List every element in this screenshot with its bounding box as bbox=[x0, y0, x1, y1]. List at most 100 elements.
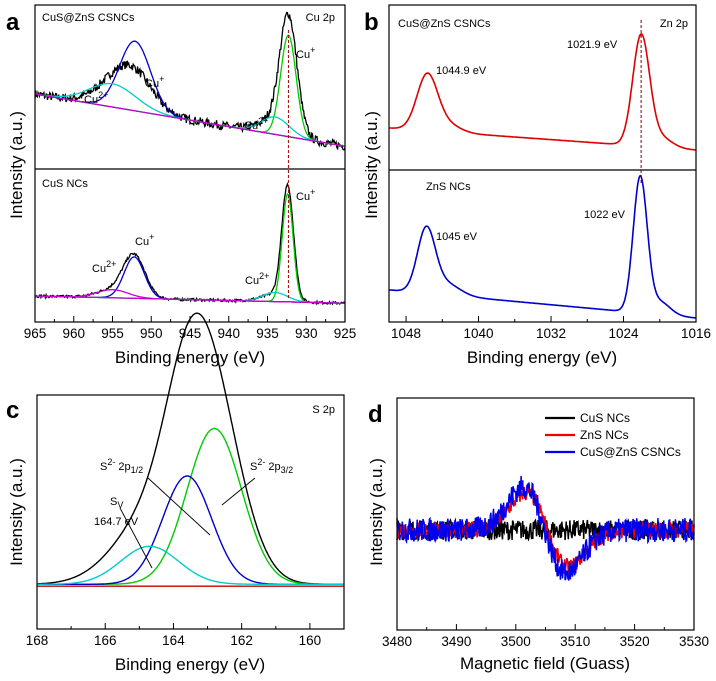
panel-letter-c: c bbox=[6, 397, 19, 424]
panel-d-x-tick-label: 3490 bbox=[441, 634, 471, 649]
panel-d-legend: CuS NCs ZnS NCs CuS@ZnS CSNCs bbox=[545, 411, 681, 459]
panel-b-x-tick-label: 1024 bbox=[608, 326, 639, 341]
panel-c-plot-area bbox=[37, 312, 344, 587]
panel-d-x-tick-label: 3510 bbox=[560, 634, 590, 649]
panel-a-x-tick-label: 955 bbox=[101, 326, 124, 341]
panel-c-frame bbox=[36, 394, 345, 630]
panel-a-top-ann-cu2-right: Cu2+ bbox=[244, 116, 268, 132]
panel-a-bottom-ann-cu2-right-text: Cu bbox=[245, 275, 259, 287]
panel-d-x-tick-label: 3500 bbox=[501, 634, 531, 649]
panel-a-bottom-ann-cu1-right: Cu+ bbox=[296, 187, 315, 203]
superscript: + bbox=[310, 187, 315, 197]
legend-label-3: CuS@ZnS CSNCs bbox=[580, 445, 681, 459]
panel-c-pointer-sv bbox=[119, 507, 153, 569]
panel-b-top-peak2-label: 1021.9 eV bbox=[567, 39, 618, 51]
panel-b-top-peak1-label: 1044.9 eV bbox=[436, 65, 487, 77]
superscript: + bbox=[159, 74, 164, 84]
panel-b-plot-area bbox=[388, 20, 697, 319]
superscript: 2+ bbox=[259, 271, 269, 281]
panel-b-x-label: Binding energy (eV) bbox=[467, 348, 617, 367]
panel-a-y-label: Intensity (a.u.) bbox=[7, 111, 26, 219]
panel-a-top-ann-cu2-left-text: Cu bbox=[84, 94, 98, 106]
panel-b-chart: 1048 1040 1032 1024 1016 Zn 2p CuS@ZnS CSNCs… bbox=[362, 4, 711, 367]
panel-a-top-series-background bbox=[34, 93, 346, 147]
panel-letter-a: a bbox=[6, 9, 20, 36]
panel-c-x-label: Binding energy (eV) bbox=[115, 655, 265, 674]
panel-c-x-tick-label: 164 bbox=[162, 633, 185, 648]
panel-a-x-tick-label: 935 bbox=[256, 326, 279, 341]
panel-a-top-label: CuS@ZnS CSNCs bbox=[42, 12, 135, 24]
panel-a-chart: 965 960 955 950 945 940 935 930 925 Cu 2p CuS@Zn… bbox=[7, 4, 357, 367]
panel-b-title: Zn 2p bbox=[660, 18, 688, 30]
superscript: 2+ bbox=[258, 116, 268, 126]
legend-label-2: ZnS NCs bbox=[580, 428, 629, 442]
panel-c-ann-2p32: S2- 2p3/2 bbox=[250, 457, 293, 475]
panel-c-title: S 2p bbox=[312, 404, 335, 416]
panel-a-bottom-ann-cu1-left: Cu+ bbox=[135, 232, 154, 248]
panel-a-top-series-raw bbox=[34, 11, 346, 151]
panel-letter-d: d bbox=[368, 401, 383, 428]
panel-c-y-label: Intensity (a.u.) bbox=[7, 458, 26, 566]
panel-c-series-s2-2p3-2 bbox=[37, 427, 344, 585]
panel-a-top-ann-cu1-right: Cu+ bbox=[296, 45, 315, 61]
panel-d-x-tick-label: 3480 bbox=[382, 634, 412, 649]
panel-d-series-cus-zns-csncs bbox=[396, 475, 695, 581]
panel-a-x-tick-label: 945 bbox=[179, 326, 202, 341]
panel-d-x-tick-label: 3530 bbox=[679, 634, 709, 649]
panel-c-x-tick-label: 168 bbox=[26, 633, 49, 648]
panel-a-bottom-ann-cu2-right: Cu2+ bbox=[245, 271, 269, 287]
superscript: 2+ bbox=[106, 259, 116, 269]
panel-a-bottom-series-cu-2p3-2-fit bbox=[35, 193, 345, 304]
panel-a-x-axis: 965 960 955 950 945 940 935 930 925 bbox=[24, 316, 357, 341]
panel-a-top-ann-cu2-right-text: Cu bbox=[244, 120, 258, 132]
panel-d-x-axis: 3480 3490 3500 3510 3520 3530 bbox=[382, 624, 709, 649]
panel-b-top-series bbox=[388, 32, 696, 151]
superscript: 2+ bbox=[98, 90, 108, 100]
panel-d-plot-area bbox=[396, 475, 695, 581]
superscript: + bbox=[310, 45, 315, 55]
legend-label-1: CuS NCs bbox=[580, 411, 630, 425]
panel-c-ann-energy: 164.7 eV bbox=[94, 516, 139, 528]
panel-a-bottom-series-background bbox=[35, 295, 345, 304]
panel-d-frame bbox=[396, 397, 695, 631]
panel-c-x-tick-label: 162 bbox=[230, 633, 253, 648]
panel-a-x-tick-label: 965 bbox=[24, 326, 47, 341]
panel-a-bottom-label: CuS NCs bbox=[42, 178, 88, 190]
panel-c-series-sv bbox=[37, 545, 344, 585]
panel-b-bottom-peak1-label: 1045 eV bbox=[436, 231, 478, 243]
panel-a-x-tick-label: 930 bbox=[295, 326, 318, 341]
panel-d-x-tick-label: 3520 bbox=[620, 634, 650, 649]
panel-c-pointer-2p32 bbox=[221, 477, 256, 506]
panel-c-ann-2p12: S2- 2p1/2 bbox=[100, 457, 143, 475]
panel-b-x-tick-label: 1016 bbox=[681, 326, 711, 341]
panel-a-x-tick-label: 940 bbox=[217, 326, 240, 341]
panel-a-top-ann-cu2-left: Cu2+ bbox=[84, 90, 108, 106]
panel-a-bottom-ann-cu1-right-text: Cu bbox=[296, 191, 310, 203]
panel-a-bottom-series-raw bbox=[34, 182, 346, 306]
panel-d-y-label: Intensity (a.u.) bbox=[367, 458, 386, 566]
panel-a-x-label: Binding energy (eV) bbox=[115, 348, 265, 367]
panel-letter-b: b bbox=[364, 9, 379, 36]
panel-b-x-axis: 1048 1040 1032 1024 1016 bbox=[391, 316, 711, 341]
panel-c-chart: 168 166 164 162 160 S 2p S2- 2p1/2 S2- 2p3/2… bbox=[7, 312, 345, 674]
panel-a-bottom-ann-cu1-left-text: Cu bbox=[135, 236, 149, 248]
panel-a-bottom-ann-cu2-left-text: Cu bbox=[92, 263, 106, 275]
panel-a-x-tick-label: 925 bbox=[334, 326, 357, 341]
panel-b-bottom-peak2-label: 1022 eV bbox=[584, 209, 626, 221]
superscript: + bbox=[149, 232, 154, 242]
panel-a-bottom-ann-cu2-left: Cu2+ bbox=[92, 259, 116, 275]
panel-b-top-label: CuS@ZnS CSNCs bbox=[398, 18, 491, 30]
panel-a-top-ann-cu1-left: Cu+ bbox=[145, 74, 164, 90]
panel-b-bottom-series bbox=[388, 174, 697, 319]
panel-c-x-tick-label: 160 bbox=[299, 633, 322, 648]
panel-a-plot-area bbox=[34, 11, 346, 306]
panel-a-title: Cu 2p bbox=[306, 12, 335, 24]
panel-b-frame bbox=[388, 4, 697, 323]
panel-c-series-s2-2p1-2 bbox=[37, 475, 344, 585]
panel-a-top-ann-cu1-right-text: Cu bbox=[296, 49, 310, 61]
panel-b-y-label: Intensity (a.u.) bbox=[362, 111, 381, 219]
panel-c-x-axis: 168 166 164 162 160 bbox=[26, 623, 321, 648]
panel-a-top-ann-cu1-left-text: Cu bbox=[145, 78, 159, 90]
